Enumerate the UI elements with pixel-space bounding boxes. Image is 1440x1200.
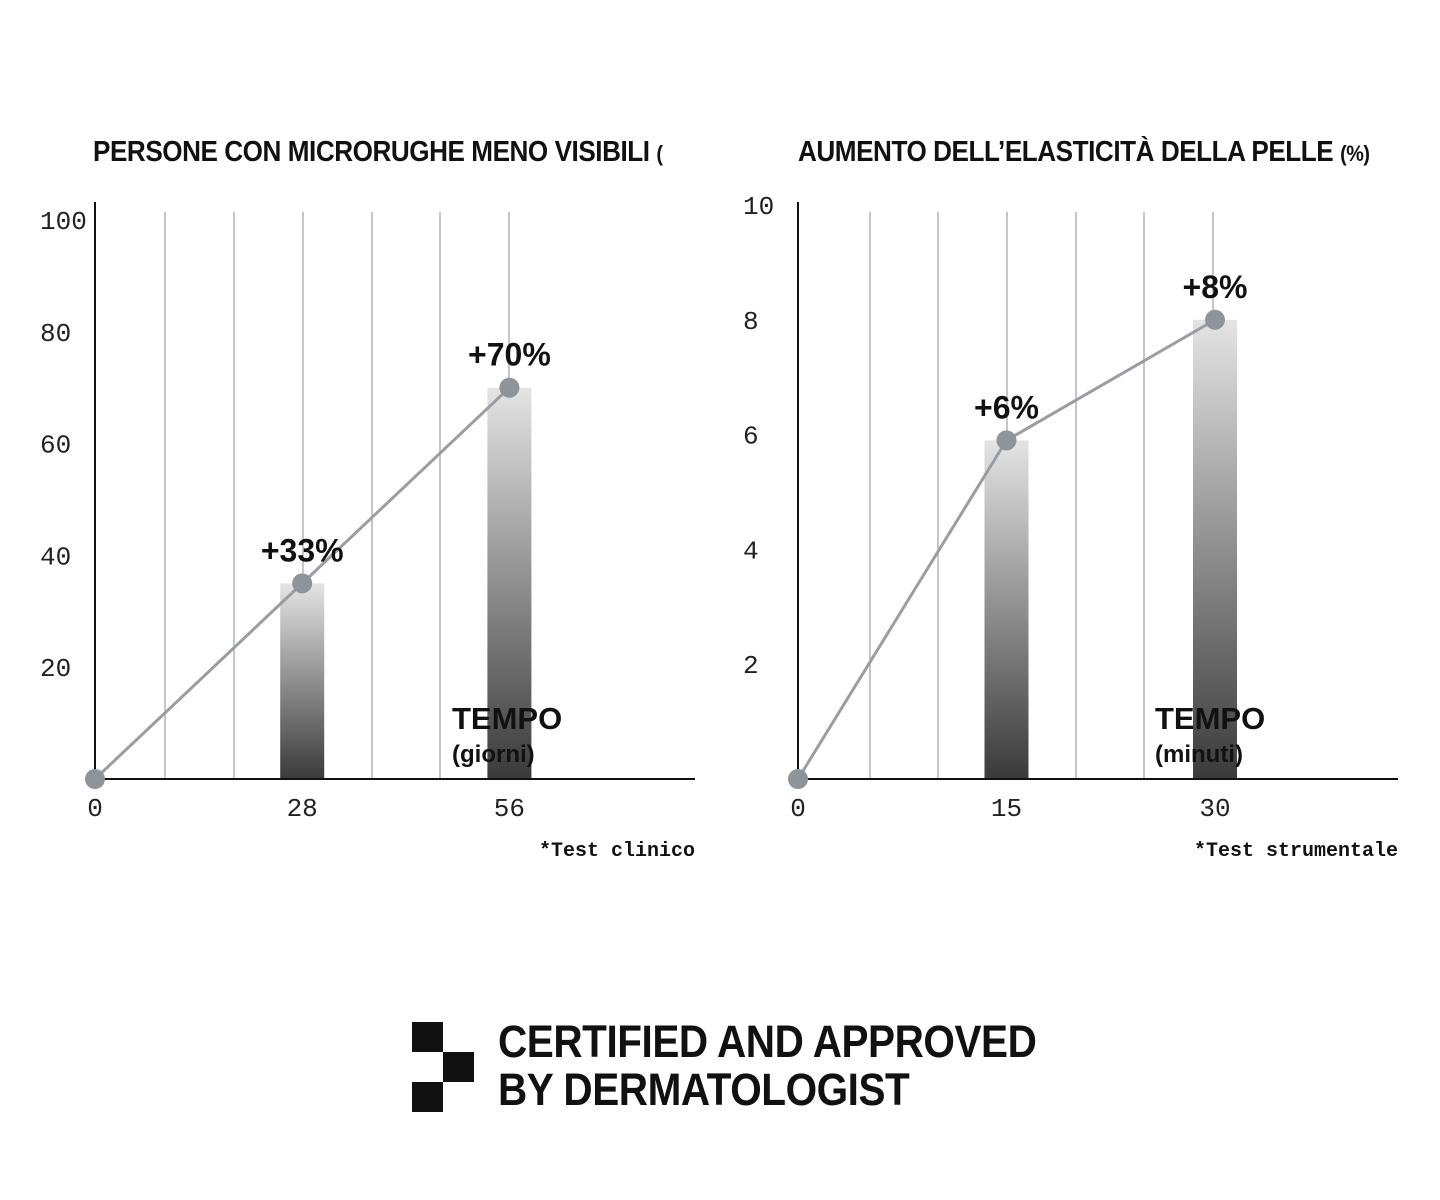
y-tick-label: 100	[40, 207, 87, 237]
bar	[1193, 319, 1237, 779]
x-axis-title: TEMPO	[452, 701, 562, 736]
bar	[984, 440, 1029, 779]
x-tick-label: 15	[991, 794, 1022, 824]
data-point	[292, 573, 313, 594]
chart-title: PERSONE CON MICRORUGHE MENO VISIBILI (	[93, 136, 663, 168]
plot-area: 2 4 6 8 10 0 15 30 +6% +8% TEMPO (minuti) *Test stru…	[743, 192, 1398, 863]
y-tick-label: 6	[743, 422, 759, 452]
footnote: *Test strumentale	[1194, 840, 1398, 863]
data-label: +8%	[1183, 269, 1248, 305]
data-point	[85, 769, 105, 789]
y-tick-label: 60	[40, 431, 71, 461]
checker-icon	[412, 1022, 474, 1112]
x-tick-label: 30	[1199, 794, 1230, 824]
y-tick-label: 40	[40, 542, 71, 572]
plot-area: 20 40 60 80 100 0 28 56 +33% +70% TEMPO (giorni) *Te…	[40, 202, 695, 863]
x-axis-title: TEMPO	[1155, 701, 1265, 736]
y-tick-label: 10	[743, 192, 774, 222]
y-tick-label: 4	[743, 536, 759, 566]
x-tick-label: 28	[287, 794, 318, 824]
chart-title-unit: (%)	[1340, 141, 1370, 166]
y-tick-label: 8	[743, 307, 759, 337]
footnote: *Test clinico	[539, 840, 695, 863]
chart-title-unit: (	[656, 141, 663, 166]
data-point	[788, 769, 808, 789]
y-tick-label: 2	[743, 651, 759, 681]
data-label: +70%	[468, 337, 551, 373]
certification-line-1: CERTIFIED AND APPROVED	[498, 1016, 1037, 1067]
data-point	[996, 430, 1017, 451]
data-label: +6%	[974, 389, 1039, 425]
data-label: +33%	[261, 532, 344, 568]
bar	[280, 583, 325, 779]
x-tick-label: 0	[790, 794, 806, 824]
y-tick-label: 80	[40, 319, 71, 349]
x-axis-unit: (giorni)	[452, 741, 535, 768]
x-tick-label: 0	[87, 794, 103, 824]
x-axis-unit: (minuti)	[1155, 741, 1243, 768]
data-point	[1205, 309, 1225, 330]
chart-elasticita: AUMENTO DELL’ELASTICITÀ DELLA PELLE (%) …	[703, 0, 1423, 900]
x-tick-label: 56	[494, 794, 525, 824]
certification-line-2: BY DERMATOLOGIST	[498, 1064, 910, 1115]
certification-text: CERTIFIED AND APPROVED BY DERMATOLOGIST	[498, 1016, 1037, 1115]
chart-title: AUMENTO DELL’ELASTICITÀ DELLA PELLE (%)	[798, 136, 1370, 168]
bar	[487, 387, 532, 779]
y-tick-label: 20	[40, 654, 71, 684]
data-point	[499, 377, 520, 398]
chart-microrughe: PERSONE CON MICRORUGHE MENO VISIBILI ( 2…	[0, 0, 720, 900]
